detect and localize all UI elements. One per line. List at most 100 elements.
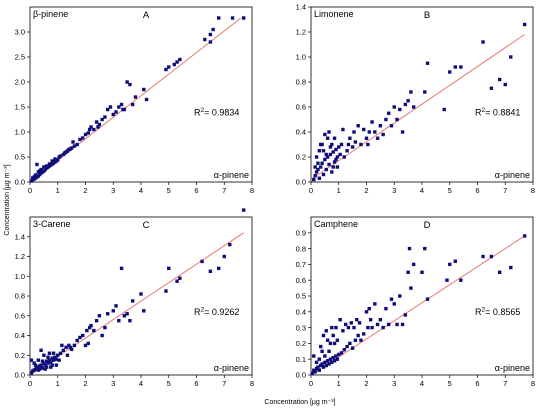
r2-superscript: 2 — [201, 107, 205, 114]
x-tick-label: 7 — [503, 186, 507, 195]
data-point — [313, 174, 317, 178]
data-point — [39, 363, 43, 367]
x-tick-label: 2 — [364, 379, 368, 388]
data-point — [362, 127, 366, 132]
data-point — [230, 16, 235, 20]
data-point — [409, 286, 413, 290]
data-point — [119, 266, 124, 271]
x-tick-label: 1 — [56, 379, 60, 388]
data-point — [352, 325, 356, 330]
data-point — [316, 167, 320, 172]
panel-letter: C — [143, 220, 150, 231]
data-point — [87, 127, 92, 132]
data-point — [498, 77, 502, 82]
data-point — [119, 102, 124, 107]
y-tick-label: 0.1 — [296, 355, 306, 364]
data-point — [92, 127, 96, 132]
r2-superscript: 2 — [201, 306, 205, 313]
data-point — [345, 149, 349, 153]
x-series-label: α-pinene — [214, 170, 249, 180]
data-point — [106, 107, 110, 112]
y-tick-label: 0.8 — [15, 292, 25, 301]
data-point — [67, 343, 71, 348]
data-point — [392, 105, 396, 109]
data-point — [317, 149, 322, 153]
data-point — [481, 40, 485, 44]
data-point — [324, 329, 328, 333]
y-tick-label: 0.4 — [15, 331, 25, 340]
data-point — [509, 265, 513, 270]
data-point — [321, 172, 326, 177]
data-point — [314, 360, 319, 365]
data-point — [50, 363, 54, 367]
data-point — [130, 102, 135, 107]
data-point — [33, 367, 38, 371]
data-point — [81, 333, 85, 338]
y-tick-label: 0.7 — [296, 260, 306, 269]
data-point — [117, 318, 121, 323]
data-point — [39, 348, 43, 353]
data-point — [341, 127, 345, 132]
data-point — [38, 367, 42, 371]
data-point — [445, 278, 449, 282]
data-point — [87, 325, 92, 330]
data-point — [32, 361, 36, 365]
panel-d: 0 1 2 3 4 5 6 7 8 0.0 0.1 0.2 0.3 0.4 0.5 0.6 0.7 0.8 0.9 C… — [296, 216, 535, 388]
data-point — [356, 124, 360, 128]
data-point — [142, 309, 146, 313]
data-point — [200, 259, 204, 264]
data-point — [359, 338, 363, 342]
y-tick-label: 0.3 — [296, 323, 306, 332]
data-point — [448, 262, 452, 267]
x-tick-label: 1 — [337, 186, 341, 195]
data-point — [522, 22, 527, 27]
data-point — [384, 117, 388, 122]
data-point — [323, 360, 327, 365]
x-tick-label: 3 — [111, 379, 115, 388]
data-point — [86, 341, 90, 346]
data-point — [310, 371, 315, 376]
y-tick-label: 0.5 — [296, 292, 306, 301]
data-point — [381, 325, 385, 330]
data-point — [316, 161, 320, 165]
data-point — [51, 351, 56, 355]
data-point — [334, 354, 338, 358]
data-point — [94, 120, 99, 124]
data-point — [489, 254, 494, 259]
x-tick-label: 2 — [364, 186, 368, 195]
x-tick-label: 7 — [503, 379, 507, 388]
data-point — [46, 361, 50, 365]
y-tick-label: 0.4 — [296, 308, 306, 317]
data-point — [364, 136, 369, 140]
x-tick-label: 8 — [250, 379, 254, 388]
data-point — [425, 297, 430, 301]
data-point — [423, 246, 427, 251]
data-point — [323, 132, 327, 137]
data-point — [332, 359, 337, 363]
r2-symbol: R — [194, 108, 201, 118]
data-point — [51, 358, 56, 362]
data-point — [164, 289, 168, 293]
data-point — [54, 357, 59, 361]
x-tick-label: 5 — [167, 186, 171, 195]
data-point — [65, 353, 70, 357]
r2-value: = 0.9262 — [204, 307, 239, 317]
series-label: 3-Carene — [33, 219, 71, 229]
data-point — [481, 254, 485, 259]
data-point — [130, 299, 135, 303]
data-point — [49, 360, 53, 364]
data-point — [40, 366, 45, 370]
data-point — [423, 90, 427, 94]
data-point — [241, 16, 246, 20]
data-point — [332, 160, 337, 164]
data-point — [89, 125, 93, 129]
data-point — [208, 40, 213, 44]
data-point — [125, 80, 129, 84]
r2-symbol: R — [194, 307, 201, 317]
data-point — [96, 125, 100, 129]
data-point — [327, 162, 331, 167]
data-point — [498, 270, 502, 274]
data-point — [341, 329, 345, 333]
data-point — [406, 99, 410, 103]
y-tick-label: 1.0 — [15, 272, 25, 281]
